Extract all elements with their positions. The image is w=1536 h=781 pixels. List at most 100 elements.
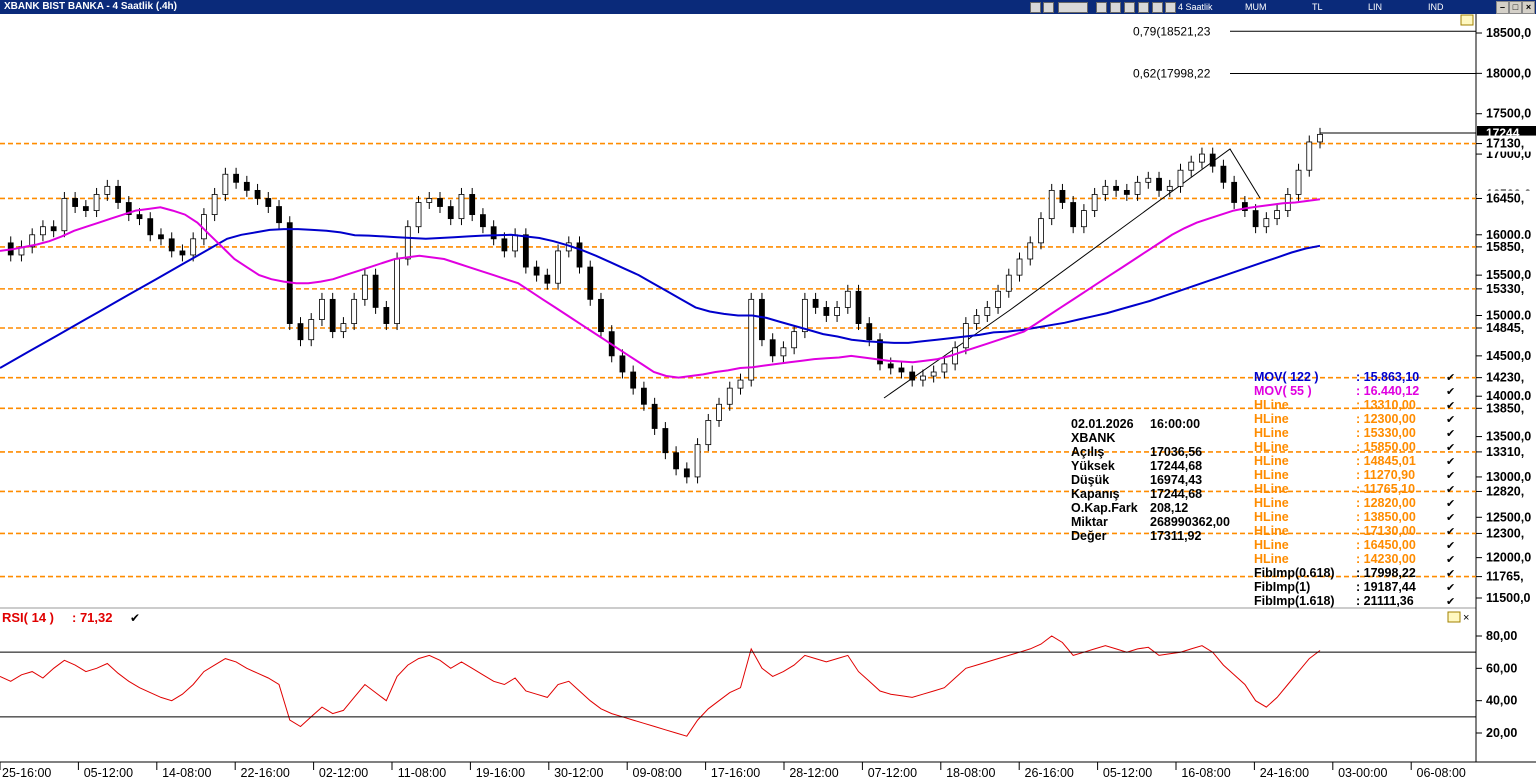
legend-name: HLine bbox=[1254, 482, 1289, 496]
candle-body bbox=[855, 290, 862, 324]
candle-body bbox=[769, 339, 776, 357]
y-tick-label: 11500,0 bbox=[1486, 591, 1531, 605]
legend-name: HLine bbox=[1254, 440, 1289, 454]
candle-body bbox=[1059, 189, 1066, 203]
candle-body bbox=[1005, 274, 1012, 292]
legend-check-icon[interactable]: ✔ bbox=[1446, 442, 1455, 454]
legend-name: HLine bbox=[1254, 468, 1289, 482]
rsi-label: RSI( 14 ) bbox=[2, 610, 54, 625]
title-bar: XBANK BIST BANKA - 4 Saatlik (.4h) 4 Saa… bbox=[0, 0, 1536, 14]
hline-label: 12820, bbox=[1486, 484, 1524, 498]
candle-body bbox=[1048, 189, 1055, 220]
trend-line[interactable] bbox=[883, 148, 1261, 399]
scale-selector[interactable]: LIN bbox=[1368, 2, 1383, 12]
toolbar-tool-icon[interactable] bbox=[1138, 2, 1149, 13]
legend-value: : 21111,36 bbox=[1356, 594, 1414, 608]
legend-check-icon[interactable]: ✔ bbox=[1446, 498, 1455, 510]
candle-body bbox=[619, 355, 626, 373]
candle-body bbox=[115, 185, 121, 203]
rsi-settings-icon[interactable] bbox=[1447, 611, 1461, 623]
hline-label: 16450, bbox=[1486, 191, 1524, 205]
candle-body bbox=[973, 315, 980, 324]
toolbar-tool-icon[interactable] bbox=[1043, 2, 1054, 13]
candle-body bbox=[233, 173, 239, 183]
candle-body bbox=[490, 226, 497, 240]
legend-check-icon[interactable]: ✔ bbox=[1446, 596, 1455, 608]
currency-selector[interactable]: TL bbox=[1312, 2, 1323, 12]
candle-body bbox=[104, 185, 111, 195]
candle-body bbox=[254, 189, 261, 199]
candle-body bbox=[1317, 133, 1323, 143]
rsi-line bbox=[0, 635, 1321, 737]
toolbar-tool-icon[interactable] bbox=[1165, 2, 1176, 13]
legend-check-icon[interactable]: ✔ bbox=[1446, 582, 1455, 594]
rsi-check-icon[interactable]: ✔ bbox=[130, 611, 140, 625]
rsi-axis: 80,00 60,00 40,00 20,00 bbox=[1476, 629, 1517, 740]
legend-check-icon[interactable]: ✔ bbox=[1446, 526, 1455, 538]
candle-body bbox=[877, 339, 883, 365]
candle-body bbox=[426, 198, 433, 203]
candle-body bbox=[286, 222, 293, 324]
candle-body bbox=[780, 347, 787, 357]
hline-label: 15850, bbox=[1486, 240, 1524, 254]
y-tick-label: 13500,0 bbox=[1486, 430, 1531, 444]
x-tick-label: 17-16:00 bbox=[711, 766, 760, 780]
close-button[interactable]: × bbox=[1522, 1, 1535, 14]
legend-check-icon[interactable]: ✔ bbox=[1446, 484, 1455, 496]
info-row-label: Değer bbox=[1071, 529, 1107, 543]
candle-body bbox=[1166, 185, 1173, 191]
toolbar-tool-icon[interactable] bbox=[1152, 2, 1163, 13]
maximize-button[interactable]: □ bbox=[1509, 1, 1522, 14]
x-tick-label: 24-16:00 bbox=[1260, 766, 1309, 780]
legend-check-icon[interactable]: ✔ bbox=[1446, 414, 1455, 426]
legend-check-icon[interactable]: ✔ bbox=[1446, 386, 1455, 398]
toolbar-tool-icon[interactable] bbox=[1058, 2, 1088, 13]
legend-value: : 11765,10 bbox=[1356, 482, 1415, 496]
toolbar-tool-icon[interactable] bbox=[1030, 2, 1041, 13]
hline-label-box bbox=[1477, 525, 1536, 542]
x-tick-label: 30-12:00 bbox=[554, 766, 603, 780]
legend-check-icon[interactable]: ✔ bbox=[1446, 400, 1455, 412]
legend-check-icon[interactable]: ✔ bbox=[1446, 554, 1455, 566]
trend-lines bbox=[883, 148, 1261, 399]
rsi-value: : 71,32 bbox=[72, 610, 112, 625]
main-panel-buttons: × bbox=[1447, 14, 1474, 624]
indicator-selector[interactable]: IND bbox=[1428, 2, 1444, 12]
legend-check-icon[interactable]: ✔ bbox=[1446, 372, 1455, 384]
info-row-label: Yüksek bbox=[1071, 459, 1115, 473]
hline-label-box bbox=[1477, 568, 1536, 585]
toolbar-tool-icon[interactable] bbox=[1096, 2, 1107, 13]
chart-style-selector[interactable]: MUM bbox=[1245, 2, 1267, 12]
timeframe-selector[interactable]: 4 Saatlik bbox=[1178, 2, 1213, 12]
candle-body bbox=[265, 198, 272, 207]
x-tick-label: 19-16:00 bbox=[476, 766, 525, 780]
rsi-tick-label: 40,00 bbox=[1486, 694, 1517, 708]
candle-body bbox=[705, 420, 712, 446]
candle-body bbox=[1263, 218, 1270, 228]
panel-settings-icon[interactable] bbox=[1460, 14, 1474, 26]
legend-name: HLine bbox=[1254, 552, 1289, 566]
rsi-close-icon[interactable]: × bbox=[1463, 612, 1469, 624]
legend-check-icon[interactable]: ✔ bbox=[1446, 470, 1455, 482]
y-tick-label: 18500,0 bbox=[1486, 26, 1531, 40]
toolbar-tool-icon[interactable] bbox=[1124, 2, 1135, 13]
candle-body bbox=[1188, 161, 1195, 171]
hline-label: 13850, bbox=[1486, 401, 1524, 415]
candle-body bbox=[930, 371, 937, 377]
legend-check-icon[interactable]: ✔ bbox=[1446, 568, 1455, 580]
legend-check-icon[interactable]: ✔ bbox=[1446, 540, 1455, 552]
legend-check-icon[interactable]: ✔ bbox=[1446, 456, 1455, 468]
candle-body bbox=[297, 323, 304, 341]
toolbar-tool-icon[interactable] bbox=[1110, 2, 1121, 13]
candle-body bbox=[920, 375, 926, 381]
minimize-button[interactable]: – bbox=[1496, 1, 1509, 14]
hline-label-box bbox=[1477, 190, 1536, 207]
legend-check-icon[interactable]: ✔ bbox=[1446, 428, 1455, 440]
legend-value: : 11270,90 bbox=[1356, 468, 1415, 482]
indicator-legend: MOV( 122 ): 15.863,10 ✔ MOV( 55 ): 16.440,… bbox=[1254, 370, 1455, 608]
hline-label-box bbox=[1477, 369, 1536, 386]
hline-label-box bbox=[1477, 443, 1536, 460]
legend-value: : 14230,00 bbox=[1356, 552, 1416, 566]
legend-check-icon[interactable]: ✔ bbox=[1446, 512, 1455, 524]
